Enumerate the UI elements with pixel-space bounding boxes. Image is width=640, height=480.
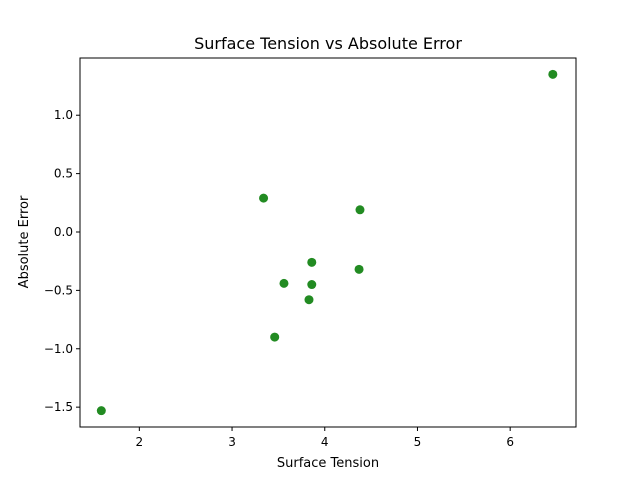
data-point: [270, 332, 280, 342]
x-axis-label: Surface Tension: [277, 456, 379, 471]
x-tick-label: 2: [136, 435, 144, 449]
x-tick-label: 3: [228, 435, 236, 449]
data-point: [304, 295, 314, 305]
x-tick-label: 4: [321, 435, 329, 449]
data-point: [279, 278, 289, 288]
data-point: [307, 257, 317, 267]
y-axis-ticks: −1.5 −1.0 −0.5 0.0 0.5 1.0: [44, 108, 80, 414]
plot-frame: [79, 57, 577, 428]
y-tick-label: 1.0: [54, 108, 73, 122]
y-tick-label: −1.5: [44, 400, 73, 414]
y-tick-label: −1.0: [44, 342, 73, 356]
data-point: [548, 69, 558, 79]
chart-title: Surface Tension vs Absolute Error: [194, 34, 462, 53]
x-tick-label: 5: [414, 435, 422, 449]
y-tick-label: −0.5: [44, 283, 73, 297]
y-axis-label: Absolute Error: [17, 195, 32, 288]
data-point: [259, 193, 269, 203]
data-point: [355, 205, 365, 215]
data-points: [96, 69, 558, 416]
data-point: [307, 280, 317, 290]
data-point: [354, 264, 364, 274]
x-tick-label: 6: [506, 435, 514, 449]
x-axis-ticks: 2 3 4 5 6: [136, 427, 514, 449]
data-point: [96, 406, 106, 416]
y-tick-label: 0.0: [54, 225, 73, 239]
y-tick-label: 0.5: [54, 167, 73, 181]
